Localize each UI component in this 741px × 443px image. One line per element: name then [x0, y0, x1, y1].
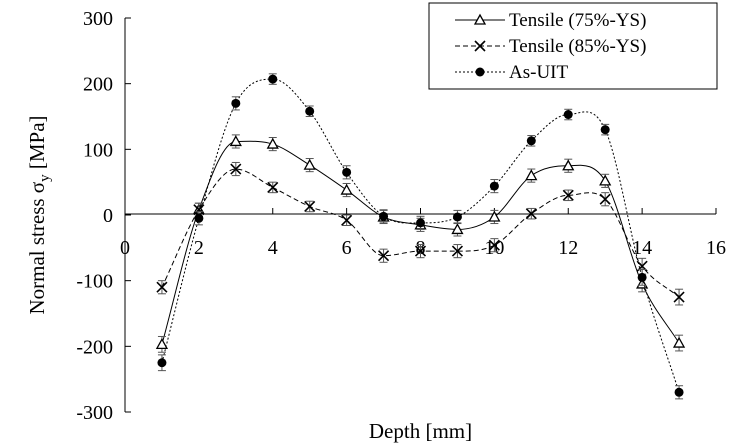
series-1-point [266, 137, 279, 149]
x-tick-label: 14 [632, 237, 652, 259]
legend: Tensile (75%-YS) Tensile (85%-YS) As-UIT [428, 2, 718, 90]
series-2-point-stroke [451, 245, 464, 257]
series-1-point [599, 174, 612, 186]
series-1-point [340, 183, 353, 195]
x-tick-label: 6 [342, 237, 352, 259]
x-tick-label: 12 [558, 237, 578, 259]
y-tick-label: -100 [76, 271, 113, 293]
series-1-point [229, 135, 242, 147]
series-2-point-stroke [562, 189, 574, 201]
series-group [155, 73, 686, 400]
series-2-point [414, 245, 427, 257]
series-2-point-stroke [304, 200, 316, 213]
legend-label-1: Tensile (75%-YS) [509, 10, 646, 31]
series-2 [156, 161, 685, 306]
legend-label-2: Tensile (85%-YS) [509, 36, 646, 57]
series-2-point-stroke [525, 208, 537, 220]
series-1-point [303, 158, 316, 170]
series-3-point [231, 98, 241, 108]
series-3-point [674, 387, 684, 397]
y-axis-title-subscript: y [37, 174, 53, 182]
series-2-point-stroke [341, 214, 353, 226]
series-3-point [637, 272, 647, 282]
series-3 [157, 73, 684, 400]
x-tick-label: 4 [268, 237, 278, 259]
series-2-point-stroke [377, 250, 390, 262]
series-1-point [562, 159, 575, 171]
series-2-point [267, 181, 279, 193]
series-2-point-stroke [599, 193, 611, 205]
series-3-point [526, 136, 536, 146]
series-2-point [304, 200, 316, 213]
legend-marker-2-stroke [474, 40, 486, 52]
series-2-point-stroke [673, 291, 685, 303]
series-2-point [230, 163, 242, 175]
x-tick-label: 2 [194, 237, 204, 259]
series-2-point-stroke [230, 163, 242, 175]
series-1-point [525, 169, 538, 181]
series-3-point [452, 212, 462, 222]
series-2-point [341, 214, 353, 226]
y-axis-title: Normal stress σy [MPa] [25, 115, 53, 314]
y-tick-label: 100 [83, 139, 113, 161]
series-3-point [379, 211, 389, 221]
y-tick-label: -200 [76, 336, 113, 358]
y-axis-title-main: Normal stress σ [25, 182, 49, 315]
series-2-point [377, 250, 390, 262]
series-1-point [155, 338, 169, 350]
series-3-point [194, 213, 204, 223]
y-tick-label: -300 [76, 402, 113, 424]
series-1-point [451, 223, 464, 235]
legend-marker-2 [474, 40, 486, 52]
series-2-point-stroke [414, 245, 427, 257]
legend-label-3: As-UIT [509, 62, 568, 83]
y-tick-label: 0 [103, 205, 113, 227]
series-2-point [156, 281, 168, 293]
series-2-point-stroke [156, 281, 168, 293]
x-tick-label: 0 [120, 237, 130, 259]
y-axis-title-unit: [MPa] [25, 115, 49, 174]
series-2-line [161, 168, 680, 298]
series-2-point-stroke [267, 181, 279, 193]
series-3-point [563, 110, 573, 120]
legend-marker-1 [473, 13, 487, 25]
series-3-line [161, 78, 680, 393]
series-3-point [489, 181, 499, 191]
series-1-point [672, 336, 686, 348]
series-3-point [416, 218, 425, 228]
series-3-point [157, 358, 167, 368]
series-3-point [268, 74, 278, 84]
series-2-point [488, 239, 500, 251]
series-2-point [451, 245, 464, 257]
y-tick-label: 300 [83, 8, 113, 30]
x-tick-label: 16 [706, 237, 726, 259]
series-3-point [342, 167, 352, 177]
series-3-point [600, 125, 610, 135]
series-2-point [562, 189, 574, 201]
series-2-point [599, 193, 611, 205]
series-3-point [305, 106, 315, 116]
series-1-point [488, 210, 501, 222]
legend-marker-3 [475, 67, 485, 77]
x-axis-title: Depth [mm] [369, 419, 472, 443]
series-2-point-stroke [488, 239, 500, 251]
series-2-point [525, 208, 537, 220]
series-2-point [673, 291, 685, 303]
y-tick-label: 200 [83, 74, 113, 96]
